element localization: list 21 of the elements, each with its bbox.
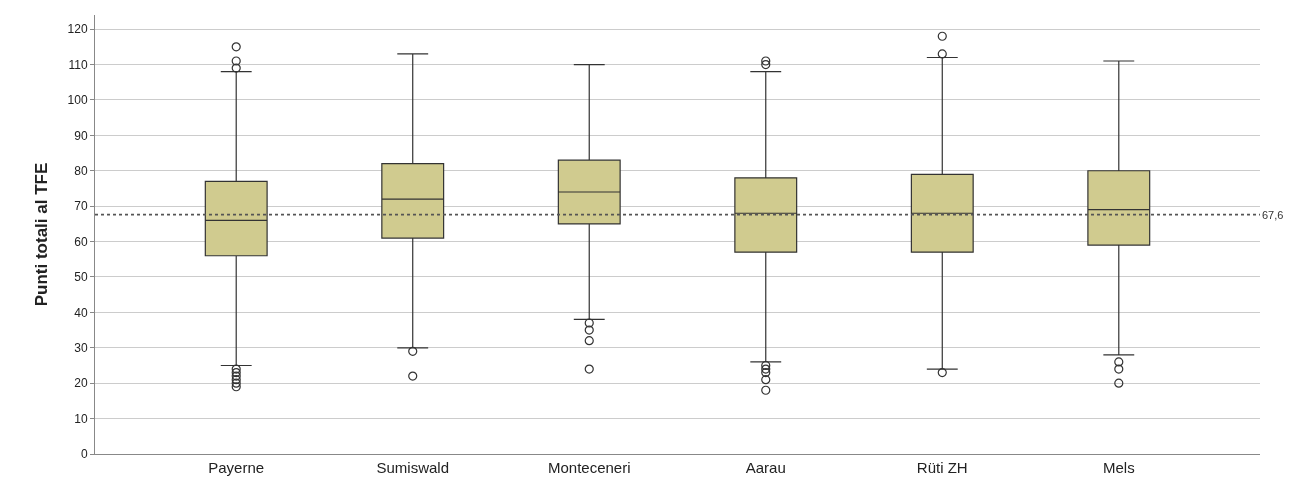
x-tick-label: Rüti ZH bbox=[916, 459, 968, 476]
y-tick-label: 60 bbox=[74, 234, 88, 249]
y-axis-title: Punti totali al TFE bbox=[32, 162, 52, 307]
y-tick-label: 90 bbox=[74, 128, 88, 143]
y-tick-label: 20 bbox=[74, 376, 88, 391]
y-tick-label: 0 bbox=[80, 447, 88, 462]
y-tick-label: 40 bbox=[74, 305, 88, 320]
y-tick-label: 100 bbox=[67, 93, 88, 108]
x-tick-label: Mels bbox=[1102, 459, 1135, 476]
ref-line-label: 67,6 bbox=[1262, 209, 1284, 221]
x-tick-label: Aarau bbox=[745, 459, 786, 476]
y-tick-label: 10 bbox=[74, 411, 88, 426]
y-tick-label: 110 bbox=[68, 57, 88, 72]
x-tick-label: Sumiswald bbox=[376, 459, 449, 476]
y-tick-label: 80 bbox=[74, 163, 88, 178]
x-tick-label: Payerne bbox=[208, 459, 265, 476]
y-tick-label: 50 bbox=[74, 270, 88, 285]
y-tick-label: 120 bbox=[67, 22, 88, 37]
x-tick-label: Monteceneri bbox=[547, 459, 631, 476]
y-tick-label: 30 bbox=[74, 340, 88, 355]
y-tick-label: 70 bbox=[74, 199, 88, 214]
